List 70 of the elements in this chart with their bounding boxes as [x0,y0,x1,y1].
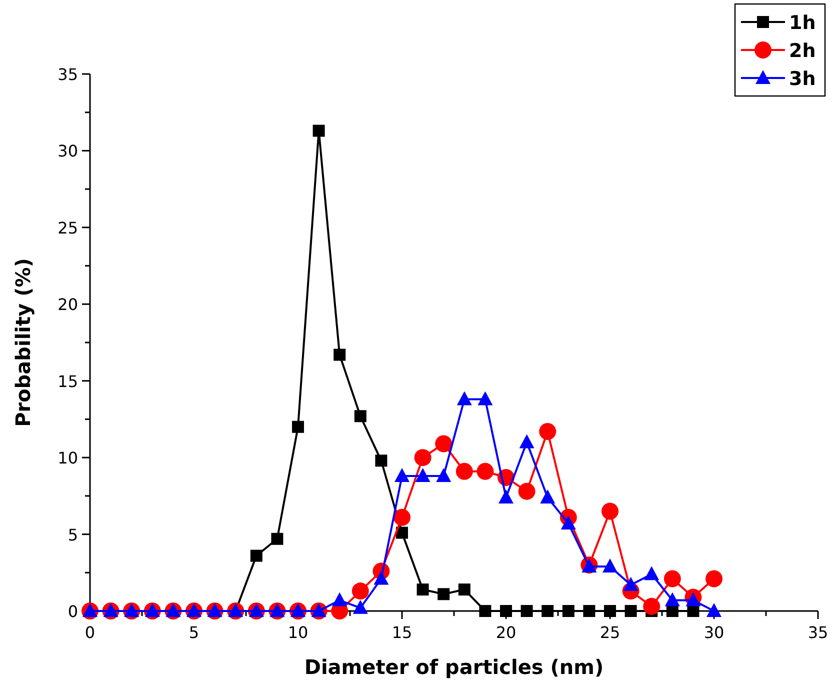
y-tick-label: 25 [58,218,78,238]
point [706,603,722,617]
point [374,570,389,585]
point [542,605,554,617]
y-tick-label: 30 [58,142,78,161]
point [332,592,348,606]
point [479,605,492,617]
y-tick-label: 0 [68,602,78,621]
y-tick-label: 5 [68,525,78,544]
point [375,454,388,467]
point [414,449,432,466]
y-tick-label: 10 [58,448,78,468]
point [520,605,533,617]
point [540,489,556,504]
point [312,124,325,137]
point [518,482,536,500]
x-axis-title: Diameter of particles (nm) [304,655,604,679]
legend-label: 3h [789,68,816,90]
x-tick-label: 35 [808,623,828,642]
legend-label: 2h [789,40,816,62]
point [602,558,618,573]
y-tick-label: 20 [58,295,78,314]
point [416,584,429,596]
point [498,489,514,504]
point [354,410,366,422]
point [394,468,410,482]
point [476,462,494,480]
point [562,605,574,617]
x-tick-label: 10 [288,623,308,642]
point [686,592,701,606]
x-tick-label: 0 [84,623,96,642]
point [250,550,262,562]
y-axis-title: Probability (%) [11,258,35,427]
point [456,462,473,480]
x-tick-label: 5 [188,623,200,642]
point [458,584,470,596]
point [602,502,618,520]
x-tick-label: 20 [496,623,516,642]
point [664,592,680,606]
point [519,434,534,448]
point [604,605,616,617]
point [623,576,638,591]
point [438,588,450,600]
legend-label: 1h [789,12,816,34]
point [478,391,493,406]
point [644,566,660,580]
point [435,435,452,452]
x-tick-label: 15 [392,623,412,642]
point [583,605,596,617]
point [352,582,369,600]
point [643,598,660,615]
point [352,600,368,614]
point [292,420,304,433]
point [334,348,346,361]
point [624,605,637,617]
point [396,526,408,539]
point [456,391,472,406]
y-tick-label: 15 [58,372,78,391]
y-tick-label: 35 [58,65,78,84]
x-tick-label: 25 [600,623,620,642]
point [436,468,452,482]
x-tick-label: 30 [704,623,724,642]
point [539,422,556,440]
point [560,516,576,530]
point [394,508,410,526]
point [664,570,681,588]
point [271,532,284,545]
point [500,605,512,617]
point [706,570,722,588]
point [415,468,430,482]
